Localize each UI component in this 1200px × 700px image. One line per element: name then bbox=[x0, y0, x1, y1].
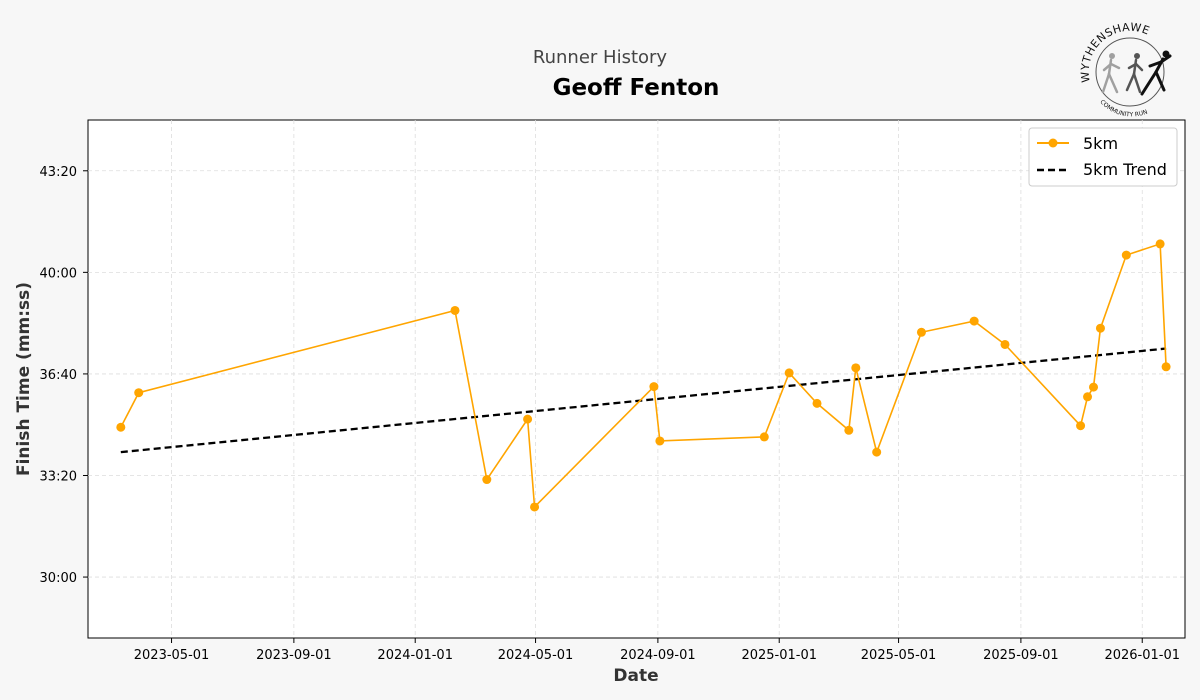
x-tick-label: 2025-09-01 bbox=[983, 648, 1059, 663]
data-point-5km bbox=[844, 425, 854, 435]
series-5km-line bbox=[120, 242, 1167, 509]
legend-trend-label: 5km Trend bbox=[1083, 160, 1167, 179]
data-point-5km bbox=[530, 502, 540, 512]
series bbox=[116, 239, 1171, 512]
data-point-5km bbox=[134, 388, 144, 398]
data-point-5km bbox=[1000, 339, 1010, 349]
x-axis-label: Date bbox=[613, 666, 658, 686]
trend-line bbox=[120, 347, 1167, 454]
x-tick-label: 2024-01-01 bbox=[377, 648, 453, 663]
data-point-5km bbox=[1155, 239, 1165, 249]
y-tick-label: 40:00 bbox=[40, 266, 77, 281]
data-point-5km bbox=[1089, 382, 1099, 392]
logo-text-top-path: WYTHENSHAWE bbox=[1078, 20, 1151, 83]
x-tick-label: 2025-01-01 bbox=[741, 648, 817, 663]
logo-ring bbox=[1095, 37, 1165, 107]
legend-5km-label: 5km bbox=[1083, 134, 1118, 153]
data-point-5km bbox=[969, 316, 979, 326]
y-tick-label: 33:20 bbox=[40, 469, 77, 484]
data-point-5km bbox=[916, 327, 926, 337]
data-point-5km bbox=[523, 414, 533, 424]
data-point-5km bbox=[116, 422, 126, 432]
plot-area bbox=[87, 119, 1186, 639]
data-point-5km bbox=[1083, 392, 1093, 402]
data-point-5km bbox=[872, 447, 882, 457]
runner-dark-icon bbox=[1140, 50, 1172, 96]
y-tick-label: 30:00 bbox=[40, 571, 77, 586]
data-point-5km bbox=[450, 305, 460, 315]
legend: 5km 5km Trend bbox=[1028, 127, 1178, 187]
logo-text-bottom-path: COMMUNITY RUN bbox=[1098, 99, 1148, 119]
y-tick-label: 43:20 bbox=[40, 165, 77, 180]
x-tick-label: 2026-01-01 bbox=[1104, 648, 1180, 663]
chart-subtitle: Runner History bbox=[533, 47, 668, 68]
x-tick-label: 2024-09-01 bbox=[620, 648, 696, 663]
runner-mid-icon bbox=[1125, 53, 1144, 94]
logo-text-top: WYTHENSHAWE bbox=[1078, 20, 1151, 83]
x-tick-label: 2023-05-01 bbox=[134, 648, 210, 663]
data-point-5km bbox=[1076, 421, 1086, 431]
club-logo: WYTHENSHAWE COMMUNITY RUN bbox=[1078, 20, 1172, 119]
y-axis-label: Finish Time (mm:ss) bbox=[14, 282, 34, 476]
y-tick-label: 36:40 bbox=[40, 368, 77, 383]
x-tick-label: 2025-05-01 bbox=[861, 648, 937, 663]
data-point-5km bbox=[759, 432, 769, 442]
data-point-5km bbox=[655, 436, 665, 446]
grid-lines bbox=[88, 120, 1185, 638]
logo-text-bottom: COMMUNITY RUN bbox=[1098, 99, 1148, 119]
runner-light-icon bbox=[1101, 53, 1121, 94]
data-point-5km bbox=[1095, 323, 1105, 333]
data-point-5km bbox=[649, 382, 659, 392]
data-point-5km bbox=[784, 368, 794, 378]
data-point-5km bbox=[812, 398, 822, 408]
data-point-5km bbox=[851, 363, 861, 373]
legend-5km-marker bbox=[1048, 138, 1058, 148]
data-point-5km bbox=[1161, 362, 1171, 372]
data-point-5km bbox=[482, 475, 492, 485]
x-tick-label: 2023-09-01 bbox=[256, 648, 332, 663]
x-tick-label: 2024-05-01 bbox=[498, 648, 574, 663]
chart-title: Geoff Fenton bbox=[553, 75, 720, 101]
data-point-5km bbox=[1121, 250, 1131, 260]
axes: 2023-05-01 2023-09-01 2024-01-01 2024-05-01… bbox=[40, 165, 1180, 663]
